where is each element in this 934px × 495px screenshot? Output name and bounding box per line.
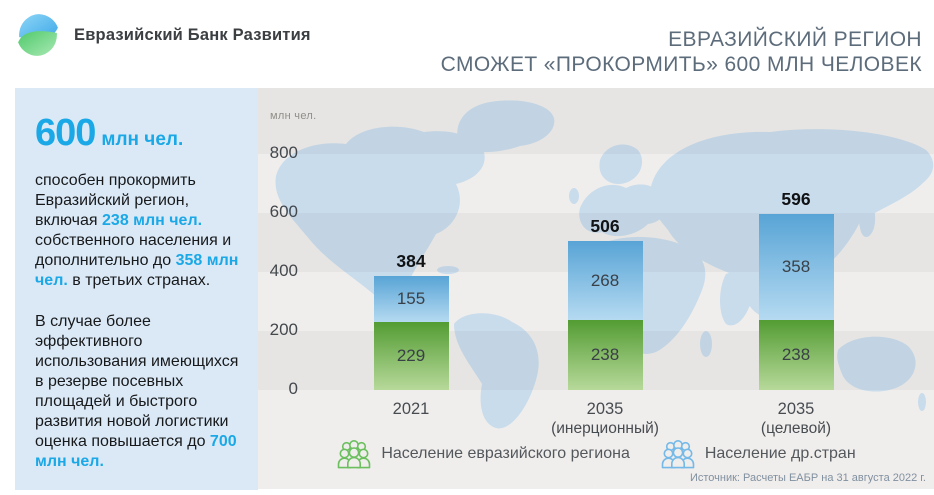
headline-unit: млн чел.: [101, 129, 184, 150]
bar-segment-eurasian-region: 229: [373, 322, 449, 390]
legend-label: Население др.стран: [704, 445, 856, 462]
legend-item: Население др.стран: [660, 439, 856, 469]
x-axis-label: 2035 (инерционный): [551, 400, 659, 437]
bar-segment-eurasian-region: 238: [758, 320, 834, 390]
bar-group: 384 155 229: [373, 251, 449, 390]
info-panel: 600 млн чел. способен прокормить Евразийс…: [15, 88, 258, 490]
chart-legend: Население евразийского региона Население …: [258, 439, 934, 469]
page-title-line1: ЕВРАЗИЙСКИЙ РЕГИОН: [668, 28, 922, 51]
bar-segment-eurasian-region: 238: [567, 320, 643, 390]
highlighted-value: 238 млн чел.: [102, 212, 203, 229]
y-axis-unit-label: млн чел.: [270, 110, 317, 122]
bar-segment-other-countries: 155: [373, 276, 449, 322]
highlighted-value: 700 млн чел.: [35, 433, 237, 470]
y-axis-tick: 400: [269, 261, 298, 280]
source-note: Источник: Расчеты ЕАБР на 31 августа 202…: [689, 472, 926, 484]
highlighted-value: 358 млн чел.: [35, 252, 239, 289]
bar-segment-other-countries: 358: [758, 214, 834, 320]
y-axis-tick: 200: [269, 320, 298, 339]
panel-headline: 600 млн чел.: [35, 112, 240, 155]
panel-paragraph-2: В случае более эффективного использовани…: [35, 313, 239, 470]
page-title: ЕВРАЗИЙСКИЙ РЕГИОН СМОЖЕТ «ПРОКОРМИТЬ» 6…: [441, 28, 922, 77]
x-axis-label: 2035 (целевой): [760, 400, 832, 437]
bar-group: 596 358 238: [758, 189, 834, 390]
grid-band: [258, 88, 934, 154]
bar-total-label: 506: [590, 216, 620, 236]
panel-paragraph-1: способен прокормить Евразийский регион, …: [35, 172, 239, 289]
people-group-icon: [336, 439, 372, 469]
brand-name: Евразийский Банк Развития: [74, 25, 311, 44]
chart-area: млн чел. 0 200 400 600 800 384 155 229 2021 506 2…: [258, 88, 934, 489]
bar-group: 506 268 238: [567, 216, 643, 390]
y-axis-tick: 0: [288, 379, 298, 398]
page-title-line2: СМОЖЕТ «ПРОКОРМИТЬ» 600 МЛН ЧЕЛОВЕК: [440, 52, 922, 76]
bar-segment-other-countries: 268: [567, 241, 643, 320]
y-axis-tick: 800: [269, 143, 298, 162]
people-group-icon: [660, 439, 696, 469]
brand: Евразийский Банк Развития: [15, 12, 311, 58]
bar-total-label: 596: [781, 189, 811, 209]
edb-logo-icon: [18, 14, 58, 56]
bar-total-label: 384: [396, 251, 426, 271]
headline-number: 600: [35, 112, 96, 154]
legend-item: Население евразийского региона: [336, 439, 630, 469]
legend-label: Население евразийского региона: [381, 445, 630, 462]
x-axis-label: 2021: [392, 400, 430, 418]
y-axis-tick: 600: [269, 202, 298, 221]
